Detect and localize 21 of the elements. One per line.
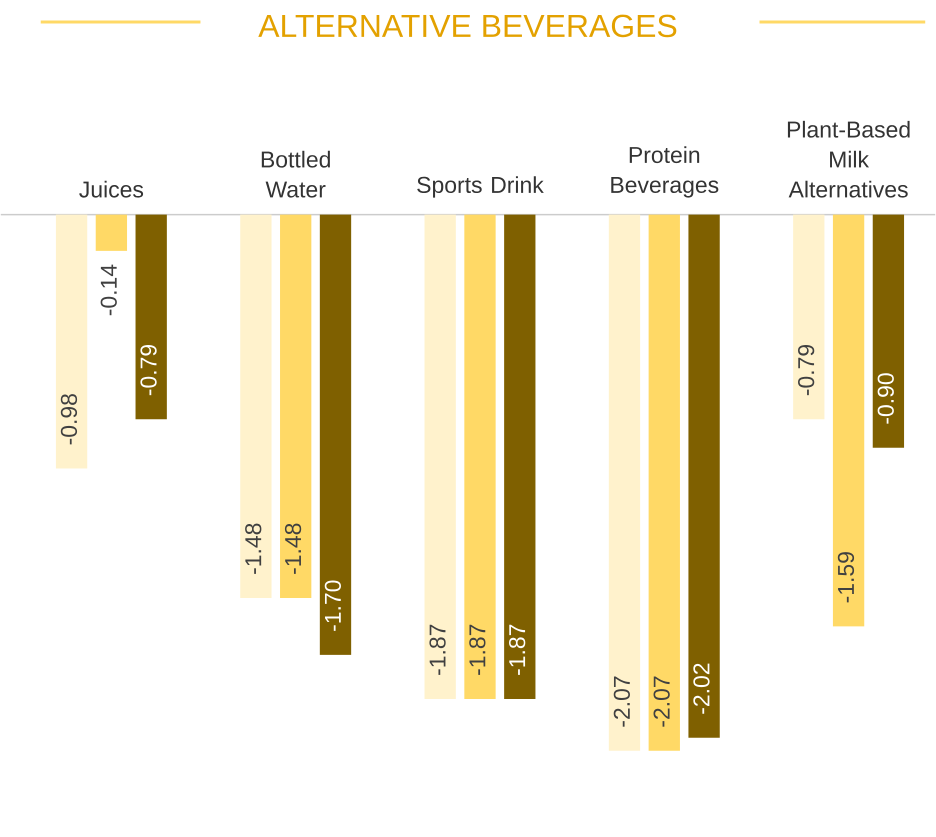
data-label: -1.48	[245, 524, 262, 574]
x-tick-label: Protein Beverages	[611, 146, 718, 198]
data-label: -1.59	[838, 552, 854, 603]
data-label: -1.87	[469, 624, 486, 676]
data-label: -1.87	[509, 624, 526, 676]
chart-title: ALTERNATIVE BEVERAGES	[258, 14, 676, 38]
data-label: -1.48	[284, 524, 302, 574]
data-label: -2.07	[654, 676, 670, 727]
data-label: -1.70	[324, 580, 341, 632]
x-tick-label: Sports Drink	[417, 176, 544, 198]
data-label: -0.14	[100, 264, 117, 316]
data-label: -0.79	[798, 345, 814, 396]
data-label: -2.07	[614, 676, 630, 727]
data-label: -0.98	[60, 394, 78, 445]
x-tick-label: Juices	[79, 180, 144, 198]
data-label: -2.02	[693, 664, 710, 714]
x-tick-label: Plant-Based Milk Alternatives	[788, 121, 910, 198]
data-label: -1.87	[429, 624, 446, 676]
data-label: -0.79	[140, 345, 157, 396]
x-tick-label: Bottled Water	[262, 150, 330, 198]
data-label: -0.90	[878, 373, 894, 424]
